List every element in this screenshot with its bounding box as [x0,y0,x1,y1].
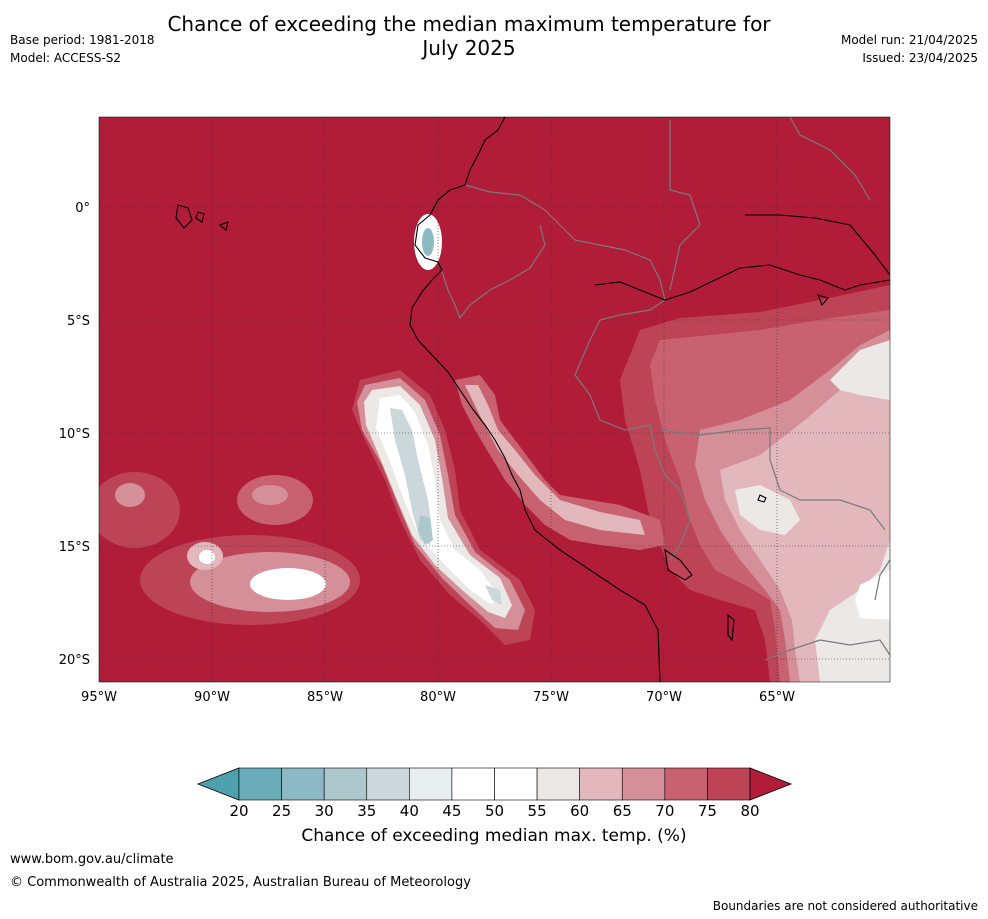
meta-right: Model run: 21/04/2025 Issued: 23/04/2025 [841,31,978,67]
contour-plume-35 [390,408,502,605]
colorbar-segment [409,767,453,801]
title-line-2: July 2025 [422,36,516,60]
lat-label-20s: 20°S [59,653,90,668]
map-area [99,117,890,682]
title-line-1: Chance of exceeding the median maximum t… [167,12,771,36]
lat-label-0: 0° [75,201,90,216]
contour-blob-west-inner [250,568,326,600]
lon-label-80w: 80°W [420,690,456,705]
copyright-text: © Commonwealth of Australia 2025, Austra… [10,875,471,890]
colorbar-tick-label: 50 [485,802,504,820]
forecast-map: 0° 5°S 10°S 15°S 20°S 95°W 90°W 85°W 80°… [59,116,891,705]
colorbar-tick-label: 30 [315,802,334,820]
colorbar-ticks: 20 25 30 35 40 45 50 55 60 65 70 75 80 [229,802,759,820]
lon-label-90w: 90°W [194,690,230,705]
colorbar-tick-label: 70 [655,802,674,820]
colorbar-tick-label: 40 [400,802,419,820]
colorbar-segment [323,767,368,801]
contour-coastal-inner [465,385,645,535]
colorbar-segments [196,767,793,801]
colorbar-segment [664,767,708,801]
lon-label-65w: 65°W [759,690,795,705]
contour-plume-30 [418,515,433,545]
country-borders [439,117,890,661]
lon-label-70w: 70°W [646,690,682,705]
colorbar-label: Chance of exceeding median max. temp. (%… [301,826,687,846]
meta-left: Base period: 1981-2018 Model: ACCESS-S2 [10,31,155,67]
base-period-text: Base period: 1981-2018 [10,33,155,47]
colorbar-segment [621,767,666,801]
graticule [99,117,890,682]
colorbar: 20 25 30 35 40 45 50 55 60 65 70 75 80 [196,767,793,820]
map-title: Chance of exceeding the median maximum t… [150,12,788,60]
colorbar-tick-label: 55 [528,802,547,820]
colorbar-extend-low [196,767,240,801]
contour-ecuador-blue [422,228,434,256]
lat-label-5s: 5°S [67,314,90,329]
colorbar-segment [707,767,751,801]
lon-label-95w: 95°W [81,690,117,705]
colorbar-tick-label: 35 [357,802,376,820]
colorbar-segment [494,767,538,801]
colorbar-tick-label: 60 [570,802,589,820]
coastlines [175,117,890,682]
lon-label-85w: 85°W [307,690,343,705]
colorbar-tick-label: 20 [229,802,248,820]
map-frame [98,116,891,683]
colorbar-segment [366,767,410,801]
colorbar-extend-high [749,767,793,801]
contour-blob-mid-inner [252,485,288,505]
contour-45-50-inland [855,570,890,620]
colorbar-tick-label: 75 [698,802,717,820]
colorbar-tick-label: 25 [272,802,291,820]
colorbar-segment [579,767,623,801]
lat-label-10s: 10°S [59,427,90,442]
contour-blob-far-west-inner [199,550,215,564]
contour-50-55-inland [735,340,890,682]
colorbar-segment [238,767,282,801]
colorbar-tick-label: 80 [740,802,759,820]
contour-coastal-strip [455,375,665,550]
colorbar-segment [281,767,325,801]
issued-text: Issued: 23/04/2025 [862,51,978,65]
website-link[interactable]: www.bom.gov.au/climate [10,852,174,867]
colorbar-segment [451,767,495,801]
model-run-text: Model run: 21/04/2025 [840,33,978,47]
lat-label-15s: 15°S [59,540,90,555]
colorbar-segment [536,767,580,801]
lon-label-75w: 75°W [533,690,569,705]
colorbar-tick-label: 45 [442,802,461,820]
colorbar-tick-label: 65 [613,802,632,820]
disclaimer-text: Boundaries are not considered authoritat… [712,899,978,913]
model-text: Model: ACCESS-S2 [10,51,122,65]
contour-blob-nw-inner [115,483,145,507]
